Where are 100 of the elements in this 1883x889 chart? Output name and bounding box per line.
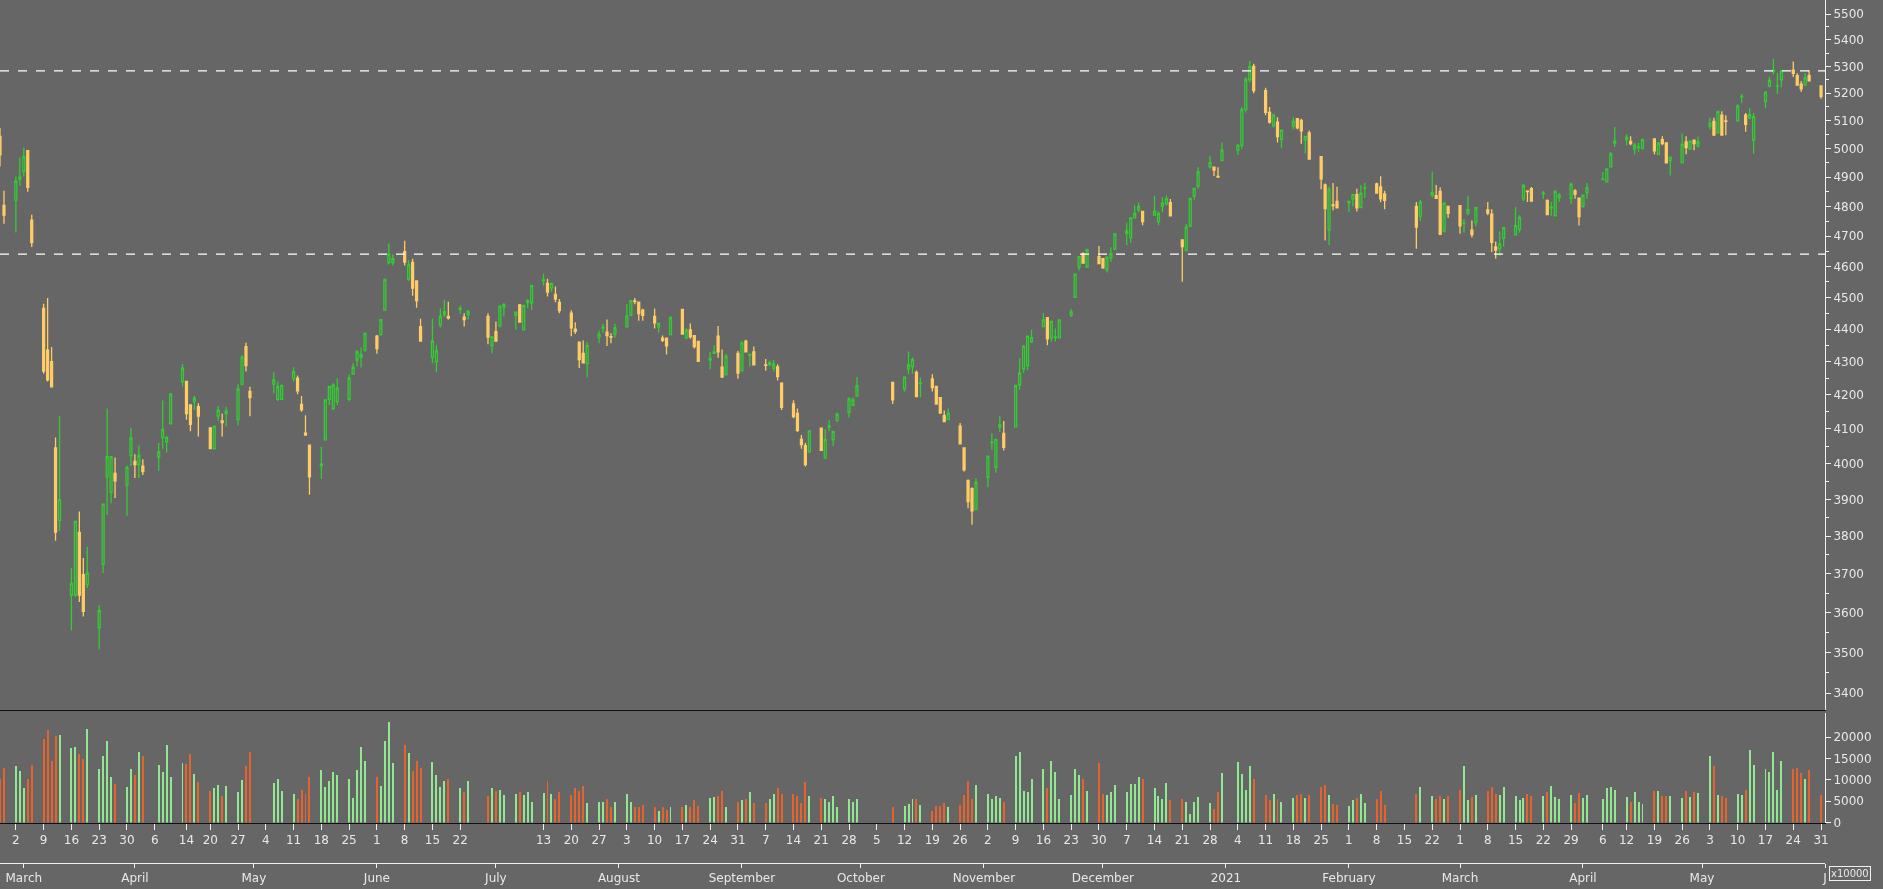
candlestick <box>998 415 1002 433</box>
x-tick-label: 28 <box>1202 832 1218 847</box>
candlestick <box>375 334 379 355</box>
candlestick <box>827 419 831 432</box>
candlestick <box>379 318 383 337</box>
y-tick-label: 5500 <box>1833 7 1864 22</box>
candlestick <box>855 376 859 397</box>
candlestick <box>1049 320 1053 343</box>
candlestick <box>573 321 577 335</box>
y-tick-label: 4100 <box>1833 422 1864 437</box>
candlestick <box>1252 63 1256 94</box>
candlestick <box>295 374 300 395</box>
candlestick <box>125 464 129 517</box>
candlestick <box>664 337 669 356</box>
candlestick <box>1438 186 1442 235</box>
x-tick-label: 30 <box>1091 832 1107 847</box>
x-tick-label: 30 <box>119 832 135 847</box>
x-tick-label: 4 <box>1234 832 1242 847</box>
x2-tick-label: 2021 <box>1210 871 1242 886</box>
candlestick <box>1628 135 1633 146</box>
candlestick <box>319 446 323 480</box>
candlestick <box>613 323 617 339</box>
candlestick <box>1712 116 1716 136</box>
candlestick <box>161 399 165 450</box>
candlestick <box>133 453 137 479</box>
candlestick <box>1069 308 1073 318</box>
candlestick <box>1553 189 1557 217</box>
candlestick <box>2 190 6 225</box>
candlestick <box>85 546 89 589</box>
candlestick <box>1656 141 1660 155</box>
candlestick <box>280 384 284 400</box>
candlestick <box>331 382 335 411</box>
candlestick <box>1041 312 1046 328</box>
candlestick <box>1791 60 1795 78</box>
x2-tick-label: August <box>597 871 641 886</box>
candlestick <box>192 395 197 411</box>
candlestick <box>1541 190 1545 200</box>
candlestick <box>910 356 915 375</box>
candlestick <box>1359 184 1363 209</box>
x-tick-label: 22 <box>452 832 468 847</box>
y-tick-label: 4600 <box>1833 259 1864 274</box>
x-tick-label: 23 <box>1063 832 1079 847</box>
candlestick <box>835 411 839 423</box>
x-tick-label: 15 <box>424 832 441 847</box>
x-tick-label: 14 <box>178 832 195 847</box>
candlestick <box>1216 166 1220 179</box>
candlestick <box>545 278 550 298</box>
candlestick <box>1168 198 1172 217</box>
x-tick-label: 2 <box>984 832 992 847</box>
candlestick <box>1613 126 1617 148</box>
x-tick-label: 29 <box>1563 832 1579 847</box>
candlestick <box>113 456 117 499</box>
candlestick <box>1208 155 1212 170</box>
candlestick <box>831 429 835 447</box>
x-tick-label: 17 <box>1757 832 1774 847</box>
candlestick <box>744 339 748 354</box>
candlestick <box>530 284 534 311</box>
candlestick <box>522 304 526 331</box>
candlestick <box>1803 72 1807 86</box>
candlestick <box>1458 205 1462 235</box>
candlestick <box>819 427 823 452</box>
candlestick <box>1192 187 1196 201</box>
candlestick <box>581 339 585 364</box>
candlestick <box>180 363 185 388</box>
candlestick <box>1771 58 1776 76</box>
candlestick <box>1275 116 1280 144</box>
candlestick <box>1636 142 1641 153</box>
y-tick-label: 4300 <box>1833 354 1864 369</box>
y-tick-label: 4700 <box>1833 229 1864 244</box>
x-tick-label: 6 <box>1599 832 1607 847</box>
candlestick <box>748 352 752 368</box>
x2-tick-label: July <box>484 871 507 886</box>
candlestick <box>97 604 101 651</box>
candlestick <box>585 341 589 379</box>
candlestick <box>569 309 573 337</box>
candlestick <box>557 298 562 314</box>
x-tick-label: 22 <box>1424 832 1440 847</box>
x-tick-label: 3 <box>1706 832 1714 847</box>
x-tick-label: 20 <box>202 832 218 847</box>
candlestick <box>1125 221 1129 246</box>
candlestick <box>1513 206 1518 236</box>
y-tick-label: 15000 <box>1833 751 1872 766</box>
y-tick-label: 5000 <box>1833 141 1864 156</box>
candlestick <box>1307 129 1311 161</box>
candlestick <box>637 301 641 322</box>
y-tick-label: 20000 <box>1833 730 1872 745</box>
candlestick <box>244 342 248 373</box>
x2-tick-label: October <box>836 871 885 886</box>
x-tick-label: 25 <box>341 832 357 847</box>
y-axis-title: x10000 <box>1831 868 1869 879</box>
candlestick <box>1271 113 1276 129</box>
candlestick <box>712 344 716 355</box>
y-tick-label: 0 <box>1833 815 1842 830</box>
y-tick-label: 4900 <box>1833 170 1864 185</box>
y-tick-label: 3800 <box>1833 529 1864 544</box>
candlestick <box>962 447 966 473</box>
y-tick-label: 10000 <box>1833 773 1872 788</box>
candlestick <box>974 477 978 511</box>
candlestick <box>299 395 304 413</box>
candlestick <box>1430 170 1434 199</box>
